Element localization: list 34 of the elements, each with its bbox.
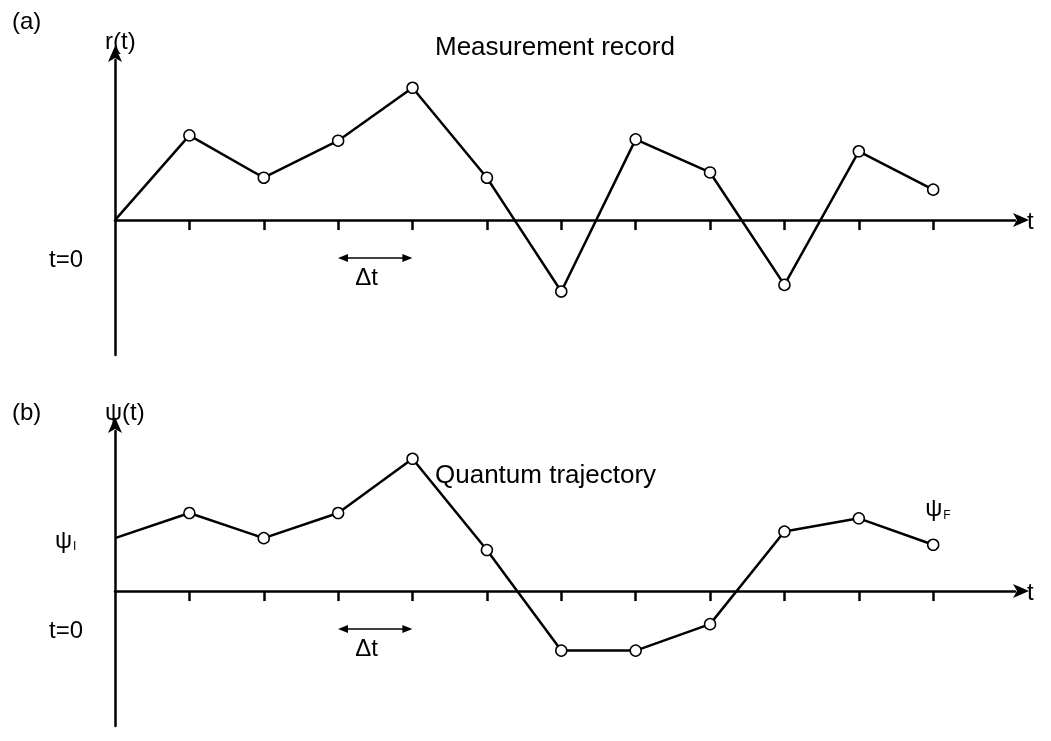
y-axis-title: r(t)	[105, 26, 136, 54]
x-axis-title: t	[1027, 577, 1034, 605]
x-axis-title: t	[1027, 206, 1034, 234]
chart-title: Measurement record	[435, 31, 675, 61]
point	[926, 538, 940, 552]
point	[406, 81, 419, 95]
point	[183, 129, 196, 142]
point	[852, 145, 866, 158]
chart-title: Quantum trajectory	[435, 459, 657, 489]
text: (b)	[12, 397, 42, 425]
point	[480, 171, 494, 184]
point	[555, 285, 568, 298]
annotation: Δt	[355, 262, 379, 290]
point	[331, 506, 345, 520]
point	[629, 133, 642, 146]
point	[778, 278, 791, 292]
point	[703, 617, 717, 631]
point	[555, 644, 568, 657]
text: t=0	[49, 615, 84, 643]
point	[926, 183, 940, 196]
point	[703, 166, 717, 179]
point	[629, 644, 642, 657]
point	[852, 512, 866, 525]
point	[778, 525, 791, 538]
point	[257, 171, 271, 184]
point	[257, 531, 271, 545]
point	[406, 452, 419, 466]
text: (a)	[12, 6, 42, 34]
text: t=0	[49, 244, 84, 272]
point	[480, 543, 494, 557]
point	[183, 506, 196, 520]
y-axis-title: ψ(t)	[105, 397, 145, 425]
point	[331, 134, 345, 147]
annotation: Δt	[355, 633, 379, 661]
